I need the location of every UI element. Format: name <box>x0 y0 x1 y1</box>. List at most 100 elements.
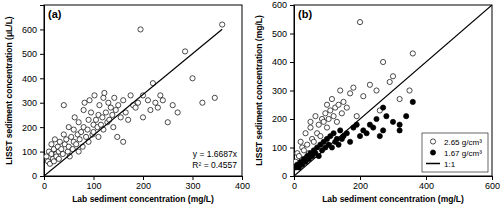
figure: 01002003004000100200300400500600Lab sedi… <box>0 0 500 207</box>
tick: 0 <box>42 176 47 191</box>
point <box>397 96 402 101</box>
point <box>308 125 313 130</box>
tick-mark <box>242 176 243 180</box>
tick-mark <box>492 176 493 180</box>
point <box>326 116 331 121</box>
x-axis-title: Lab sediment concentration (mg/L) <box>72 194 214 204</box>
point <box>116 103 121 108</box>
panel: 02004006000100200300400500600Lab sedimen… <box>254 0 500 204</box>
point <box>331 131 336 136</box>
tick: 500 <box>22 49 44 59</box>
point <box>103 110 108 115</box>
tick-mark <box>40 54 44 55</box>
point <box>341 99 346 104</box>
point <box>69 134 74 139</box>
legend: 2.65 g/cm³1.67 g/cm³1:1 <box>422 133 488 172</box>
point <box>336 102 341 107</box>
point <box>323 111 328 116</box>
axis-line <box>290 6 295 177</box>
point <box>44 154 49 159</box>
point <box>115 134 120 139</box>
tick-label: 0 <box>282 171 287 181</box>
point <box>102 90 107 95</box>
x-axis-title: Lab sediment concentration (mg/L) <box>322 194 464 204</box>
tick: 200 <box>353 176 368 191</box>
tick-label: 500 <box>22 49 37 59</box>
point <box>61 132 66 137</box>
point <box>338 128 343 133</box>
tick-label: 0 <box>32 171 37 181</box>
tick-label: 200 <box>272 114 287 124</box>
point <box>57 139 62 144</box>
tick: 600 <box>22 25 44 35</box>
point <box>121 98 126 103</box>
tick-mark <box>40 176 44 177</box>
tick-label: 0 <box>42 181 47 191</box>
point <box>301 148 306 153</box>
tick-mark <box>290 91 294 92</box>
tick-label: 400 <box>419 181 434 191</box>
point <box>133 105 138 110</box>
point <box>377 134 382 139</box>
tick-mark <box>290 148 294 149</box>
point <box>77 137 82 142</box>
point <box>140 115 145 120</box>
point <box>49 142 54 147</box>
point <box>357 134 362 139</box>
point <box>148 107 153 112</box>
point <box>97 103 102 108</box>
point <box>72 115 77 120</box>
point <box>348 91 353 96</box>
x-axis: 0100200300400 <box>42 176 250 191</box>
tick-mark <box>290 176 294 177</box>
tick-mark <box>40 152 44 153</box>
point <box>410 99 415 104</box>
point <box>313 114 318 119</box>
point <box>331 114 336 119</box>
tick-mark <box>426 176 427 180</box>
point <box>76 120 81 125</box>
tick: 200 <box>272 114 294 124</box>
tick-label: 300 <box>22 98 37 108</box>
point <box>381 105 386 110</box>
point <box>76 149 81 154</box>
point <box>390 74 395 79</box>
point <box>81 107 86 112</box>
tick-mark <box>40 127 44 128</box>
plot-frame <box>294 5 492 176</box>
point <box>344 105 349 110</box>
point <box>61 103 66 108</box>
point <box>74 142 79 147</box>
point <box>329 145 334 150</box>
tick-mark <box>290 34 294 35</box>
y-axis: 0100200300400500600 <box>22 6 45 182</box>
point <box>354 114 359 119</box>
panel-label: (a) <box>48 8 62 20</box>
tick-label: 100 <box>272 143 287 153</box>
point <box>71 127 76 132</box>
point <box>339 111 344 116</box>
tick: 100 <box>22 147 44 157</box>
point <box>336 142 341 147</box>
point <box>324 125 329 130</box>
point <box>135 100 140 105</box>
tick-mark <box>193 176 194 180</box>
point <box>374 116 379 121</box>
point <box>200 100 205 105</box>
point <box>128 93 133 98</box>
point <box>308 119 313 124</box>
point <box>334 119 339 124</box>
point <box>410 51 415 56</box>
point <box>351 85 356 90</box>
tick-label: 200 <box>136 181 151 191</box>
y-axis: 0100200300400500600 <box>272 0 295 181</box>
legend-swatch <box>430 150 435 155</box>
tick-label: 0 <box>292 181 297 191</box>
point <box>79 129 84 134</box>
point <box>212 95 217 100</box>
point <box>155 105 160 110</box>
point <box>165 120 170 125</box>
point <box>190 76 195 81</box>
tick-mark <box>290 119 294 120</box>
point <box>324 102 329 107</box>
